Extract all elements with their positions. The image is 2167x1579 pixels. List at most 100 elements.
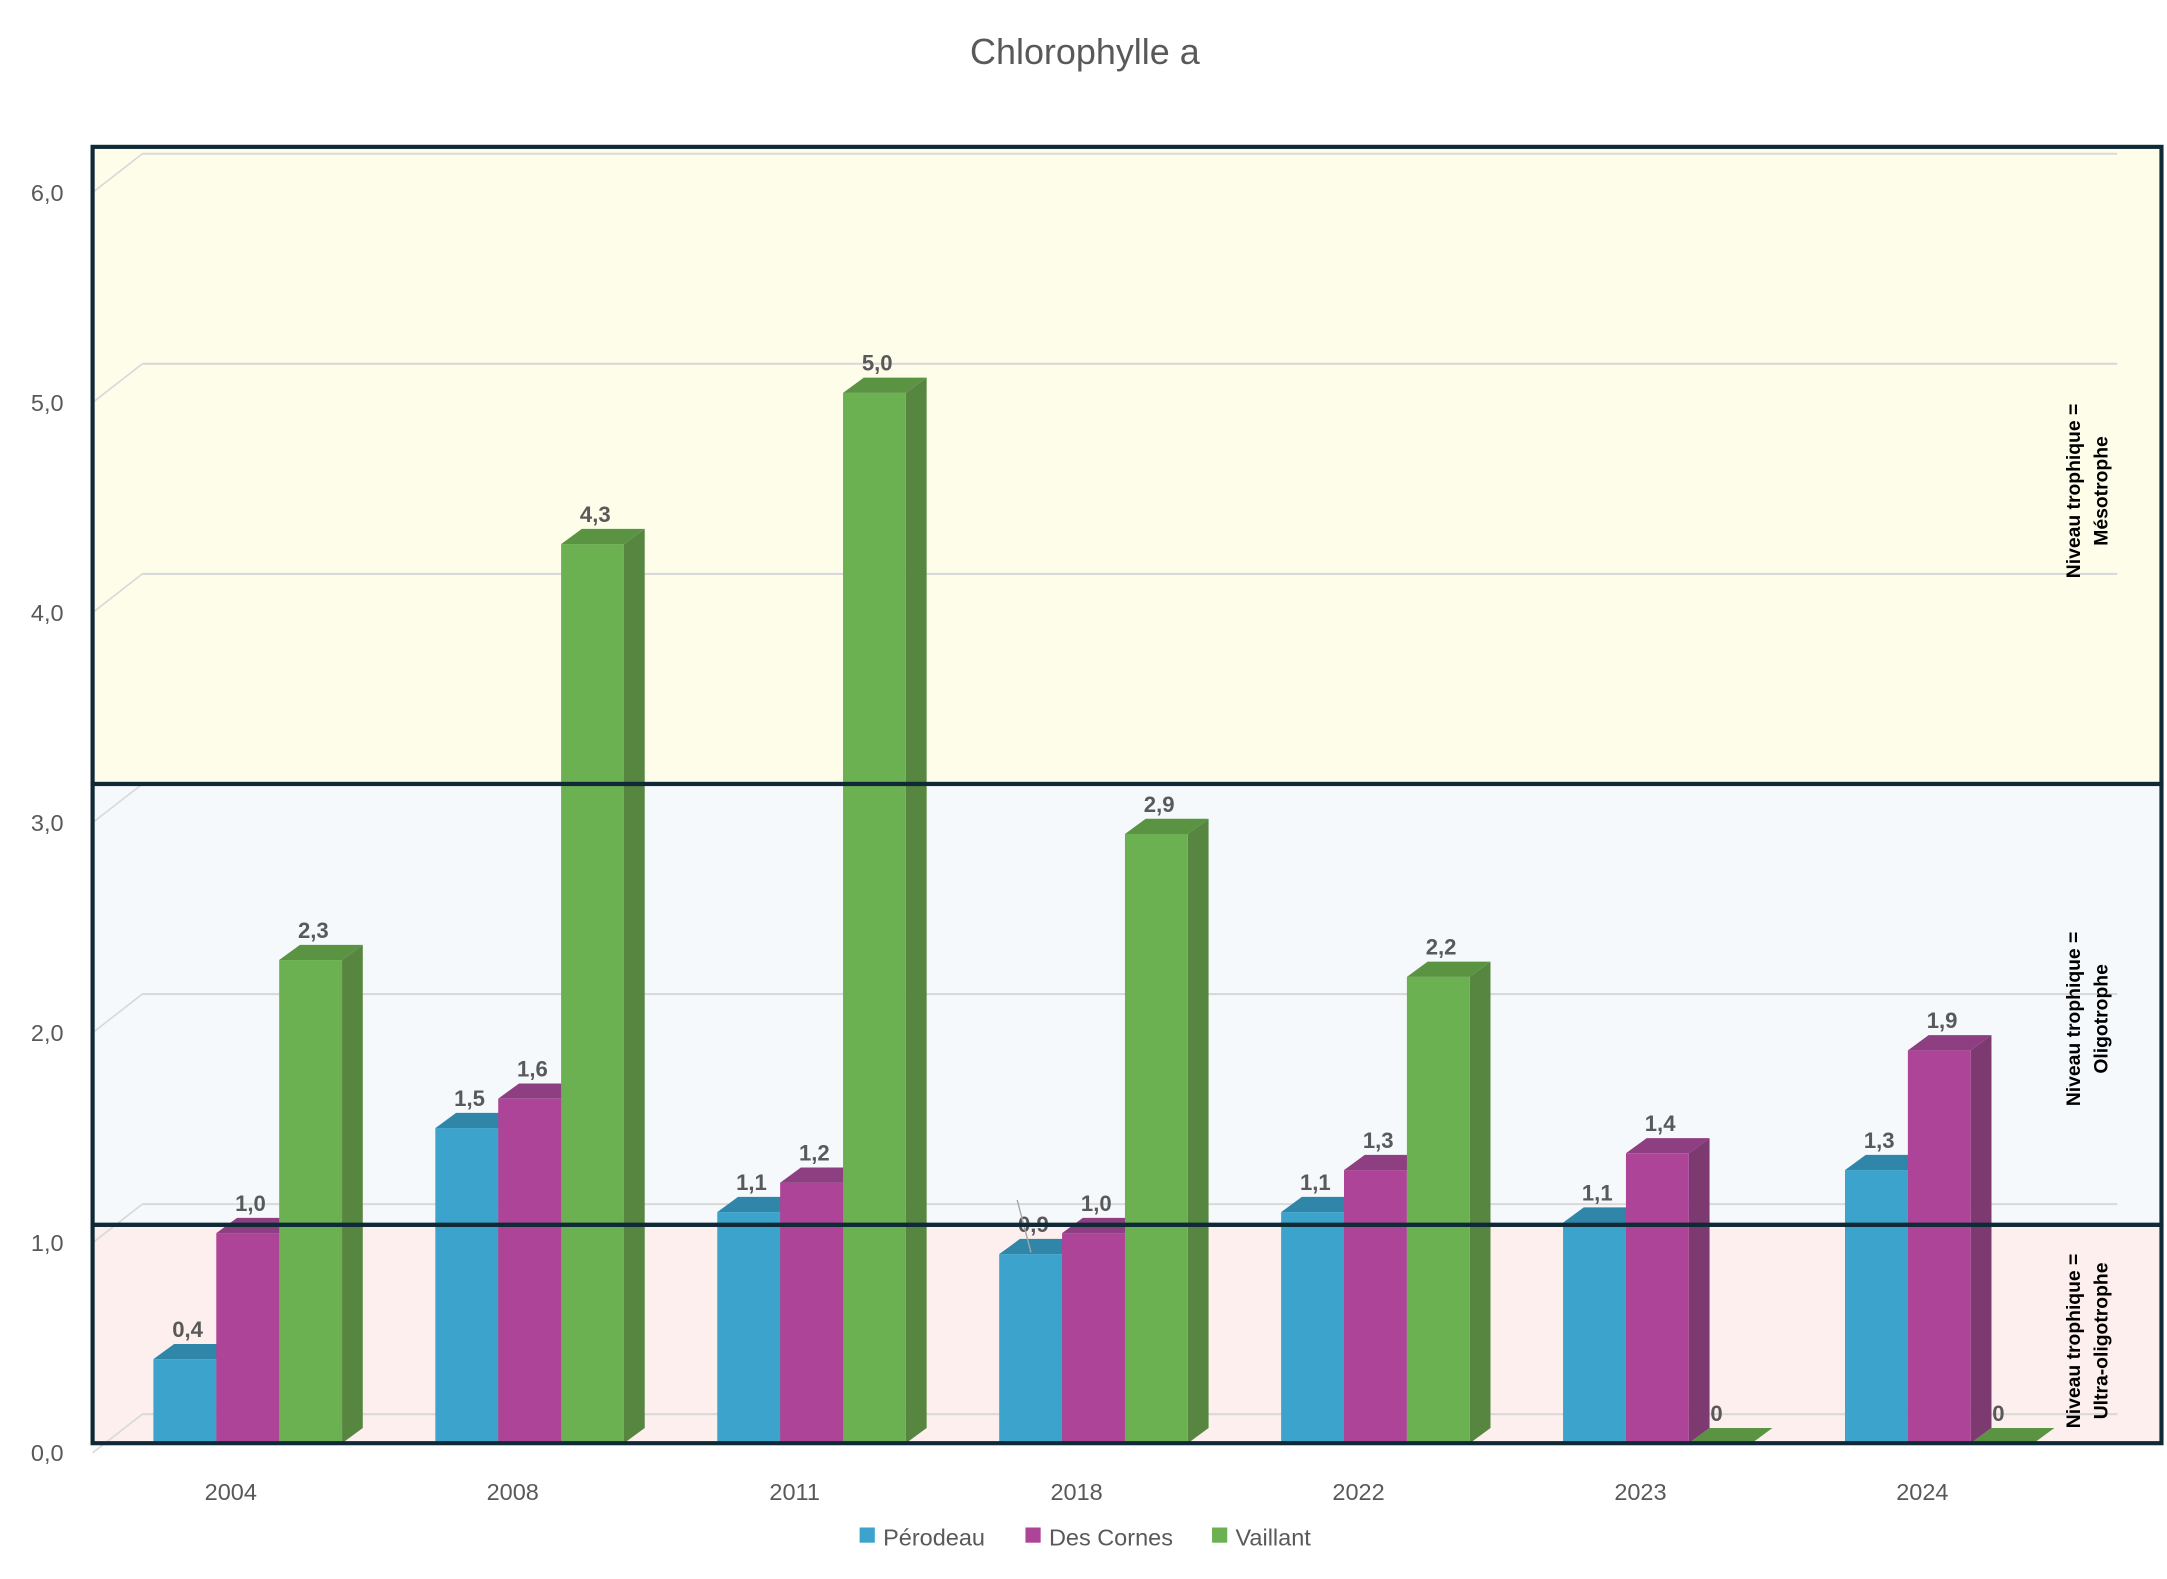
data-label: 1,4 bbox=[1645, 1111, 1676, 1136]
data-label: 2,2 bbox=[1426, 935, 1457, 960]
x-tick-label: 2004 bbox=[205, 1479, 257, 1505]
chart-title: Chlorophylle a bbox=[970, 31, 1200, 72]
bar-des-cornes-2018 bbox=[1062, 1233, 1125, 1444]
y-tick-label: 3,0 bbox=[31, 810, 64, 836]
data-label: 1,3 bbox=[1864, 1128, 1895, 1153]
data-label: 1,0 bbox=[1081, 1191, 1112, 1216]
bar-top bbox=[1563, 1207, 1647, 1223]
bar-side bbox=[1688, 1138, 1710, 1444]
data-label: 4,3 bbox=[580, 502, 611, 527]
y-tick-label: 2,0 bbox=[31, 1020, 64, 1046]
bar-vaillant-2011 bbox=[843, 392, 906, 1444]
gridline-depth bbox=[92, 153, 143, 194]
bar-side bbox=[1187, 818, 1209, 1444]
bar-side bbox=[1970, 1035, 1992, 1444]
band-labels: Niveau trophique = Mésotrophe Niveau troph… bbox=[2063, 404, 2113, 1428]
data-label: 0 bbox=[1710, 1401, 1722, 1426]
band-0 bbox=[92, 146, 2162, 784]
legend-swatch bbox=[1025, 1527, 1041, 1543]
bar-side bbox=[623, 528, 645, 1444]
bar-des-cornes-2023 bbox=[1625, 1153, 1689, 1444]
bar-vaillant-2008 bbox=[561, 544, 624, 1444]
bar-vaillant-2004 bbox=[279, 960, 343, 1444]
data-label: 1,1 bbox=[1582, 1181, 1613, 1206]
data-label: 0,4 bbox=[172, 1317, 203, 1342]
bar-top bbox=[717, 1196, 801, 1213]
bar-pérodeau-2004 bbox=[153, 1359, 217, 1444]
data-label: 1,3 bbox=[1363, 1128, 1394, 1153]
bar-top bbox=[1844, 1154, 1929, 1171]
bar-top bbox=[435, 1112, 519, 1129]
legend-item-label: Des Cornes bbox=[1049, 1524, 1173, 1550]
bar-top bbox=[780, 1167, 864, 1183]
bar-vaillant-2024 bbox=[1970, 1427, 2055, 1444]
bar-top bbox=[561, 528, 645, 545]
bar-pérodeau-2018 bbox=[999, 1254, 1063, 1444]
band-label-line1: Niveau trophique = bbox=[2063, 1254, 2085, 1429]
x-tick-label: 2022 bbox=[1332, 1479, 1384, 1505]
data-label: 1,1 bbox=[736, 1170, 767, 1195]
legend-item-label: Pérodeau bbox=[883, 1524, 985, 1550]
bar-top bbox=[1344, 1154, 1428, 1171]
y-axis-ticks: 0,0 1,0 2,0 3,0 4,0 5,0 6,0 bbox=[31, 180, 64, 1466]
bar-top bbox=[1625, 1138, 1710, 1154]
y-tick-label: 6,0 bbox=[31, 180, 64, 206]
bar-top bbox=[999, 1238, 1083, 1255]
y-tick-label: 1,0 bbox=[31, 1230, 64, 1256]
bar-des-cornes-2011 bbox=[780, 1182, 844, 1444]
bar-pérodeau-2024 bbox=[1844, 1170, 1908, 1444]
bar-side bbox=[1469, 961, 1491, 1444]
bar-des-cornes-2004 bbox=[216, 1233, 280, 1444]
x-tick-label: 2024 bbox=[1896, 1479, 1948, 1505]
data-label: 0 bbox=[1992, 1401, 2004, 1426]
bar-top bbox=[153, 1343, 238, 1360]
band-label-line2: Mésotrophe bbox=[2091, 436, 2113, 546]
bar-top bbox=[279, 944, 363, 961]
bar-vaillant-2022 bbox=[1406, 976, 1470, 1444]
y-tick-label: 5,0 bbox=[31, 390, 64, 416]
bars: 0,41,02,31,51,64,31,11,25,00,91,02,91,11… bbox=[153, 351, 2055, 1444]
band-border bbox=[90, 1222, 2164, 1446]
legend-item-label: Vaillant bbox=[1236, 1524, 1312, 1550]
bar-pérodeau-2008 bbox=[435, 1128, 499, 1444]
data-label: 1,9 bbox=[1927, 1008, 1958, 1033]
gridline-depth bbox=[92, 993, 143, 1034]
bar-des-cornes-2022 bbox=[1344, 1170, 1407, 1444]
bar-side bbox=[342, 944, 363, 1444]
legend-swatch bbox=[859, 1527, 875, 1543]
band-label: Niveau trophique = Oligotrophe bbox=[2063, 932, 2113, 1107]
data-label: 2,9 bbox=[1144, 792, 1175, 817]
band-label-line1: Niveau trophique = bbox=[2063, 932, 2085, 1107]
x-tick-label: 2011 bbox=[769, 1479, 820, 1505]
gridline-depth bbox=[92, 783, 143, 824]
bar-top bbox=[1124, 818, 1209, 835]
data-label: 1,2 bbox=[799, 1141, 830, 1166]
x-tick-label: 2018 bbox=[1050, 1479, 1102, 1505]
data-label: 1,6 bbox=[517, 1057, 548, 1082]
gridline-depth bbox=[92, 363, 143, 404]
bar-top bbox=[1907, 1035, 1992, 1051]
band-label-line1: Niveau trophique = bbox=[2063, 404, 2085, 579]
data-label: 1,1 bbox=[1300, 1170, 1331, 1195]
bar-side bbox=[905, 377, 927, 1444]
bar-des-cornes-2008 bbox=[498, 1098, 562, 1444]
y-tick-label: 0,0 bbox=[31, 1440, 64, 1466]
bar-top bbox=[843, 377, 927, 393]
data-label: 5,0 bbox=[862, 351, 893, 376]
bar-top bbox=[1406, 961, 1491, 977]
gridline-depth bbox=[92, 573, 143, 614]
data-label: 2,3 bbox=[298, 918, 329, 943]
bar-vaillant-2023 bbox=[1688, 1427, 1773, 1444]
bar-pérodeau-2011 bbox=[717, 1212, 781, 1444]
bar-top bbox=[1281, 1196, 1365, 1213]
x-tick-label: 2023 bbox=[1614, 1479, 1666, 1505]
bar-des-cornes-2024 bbox=[1907, 1050, 1971, 1444]
bar-vaillant-2018 bbox=[1124, 834, 1188, 1444]
legend: Pérodeau Des Cornes Vaillant bbox=[859, 1524, 1312, 1550]
legend-swatch bbox=[1212, 1527, 1228, 1543]
bar-pérodeau-2023 bbox=[1563, 1222, 1626, 1444]
x-axis-ticks: 2004 2008 2011 2018 2022 2023 2024 bbox=[205, 1479, 1949, 1505]
band-borders bbox=[90, 144, 2164, 1446]
data-label: 1,5 bbox=[454, 1086, 485, 1111]
